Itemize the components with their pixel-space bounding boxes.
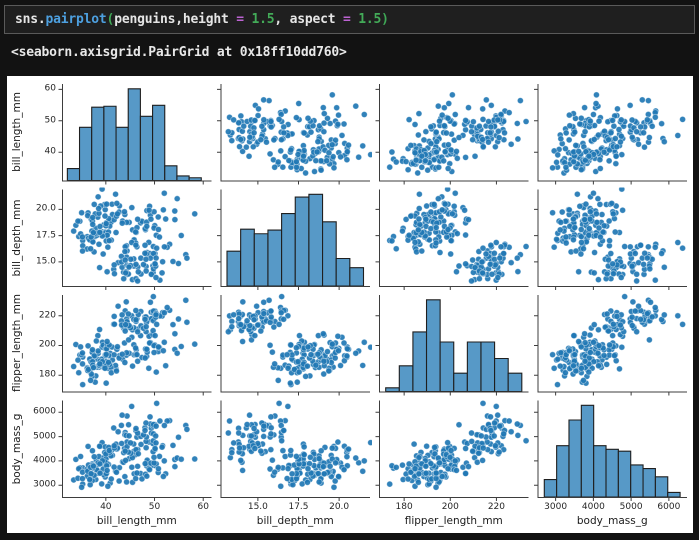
x-tick-label: 20.0 [329, 502, 350, 512]
x-tick-label: 200 [441, 502, 459, 512]
y-tick-label: 17.5 [35, 230, 56, 241]
y-tick-label: 20.0 [35, 203, 56, 214]
code-token: , aspect [274, 12, 344, 27]
y-axis-label-bill_depth_mm: bill_depth_mm [11, 199, 23, 277]
pairplot-canvas [7, 76, 693, 533]
y-tick-label: 50 [44, 115, 56, 126]
code-cell[interactable]: sns.pairplot(penguins,height = 1.5, aspe… [4, 5, 695, 34]
x-axis-label-flipper_length_mm: flipper_length_mm [404, 515, 503, 527]
x-tick-label: 220 [487, 502, 506, 512]
code-token: = [343, 12, 351, 27]
y-tick-label: 60 [44, 83, 56, 94]
x-tick-label: 6000 [657, 502, 681, 512]
y-tick-label: 3000 [33, 479, 56, 490]
y-axis-label-body_mass_g: body_mass_g [11, 413, 23, 485]
y-tick-label: 180 [38, 369, 56, 380]
code-token: sns [15, 12, 38, 27]
execution-output: <seaborn.axisgrid.PairGrid at 0x18ff10dd… [11, 45, 347, 60]
code-token: ) [381, 12, 389, 27]
pairplot-figure: 40 50 60 bill_length_mm 15.0 17.5 20.0 bill_dep… [7, 76, 693, 533]
code-token: . [37, 12, 46, 27]
y-tick-label: 6000 [33, 406, 56, 417]
code-token: penguins,height [114, 12, 237, 27]
y-tick-label: 4000 [33, 455, 56, 466]
x-tick-label: 5000 [619, 502, 643, 512]
x-tick-label: 4000 [581, 502, 605, 512]
y-tick-label: 200 [38, 339, 56, 350]
code-token: pairplot [45, 12, 107, 27]
x-axis-label-bill_length_mm: bill_length_mm [96, 515, 177, 527]
code-token: = [236, 12, 244, 27]
x-tick-label: 60 [197, 502, 209, 512]
x-tick-label: 50 [148, 502, 161, 512]
code-line: sns.pairplot(penguins,height = 1.5, aspe… [15, 12, 389, 27]
y-tick-label: 220 [38, 310, 56, 321]
y-tick-label: 40 [44, 146, 56, 157]
x-tick-label: 40 [100, 502, 112, 512]
x-tick-label: 17.5 [288, 502, 309, 512]
y-axis-label-flipper_length_mm: flipper_length_mm [11, 294, 23, 393]
x-tick-label: 3000 [544, 502, 568, 512]
x-axis-label-body_mass_g: body_mass_g [576, 515, 648, 527]
x-tick-label: 180 [395, 502, 413, 512]
x-tick-label: 15.0 [247, 502, 268, 512]
y-tick-label: 15.0 [35, 256, 56, 267]
code-token: 1.5 [350, 12, 382, 27]
y-axis-label-bill_length_mm: bill_length_mm [11, 92, 23, 173]
code-token: 1.5 [243, 12, 275, 27]
code-token: ( [106, 12, 115, 27]
y-tick-label: 5000 [33, 431, 56, 442]
x-axis-label-bill_depth_mm: bill_depth_mm [256, 515, 334, 527]
